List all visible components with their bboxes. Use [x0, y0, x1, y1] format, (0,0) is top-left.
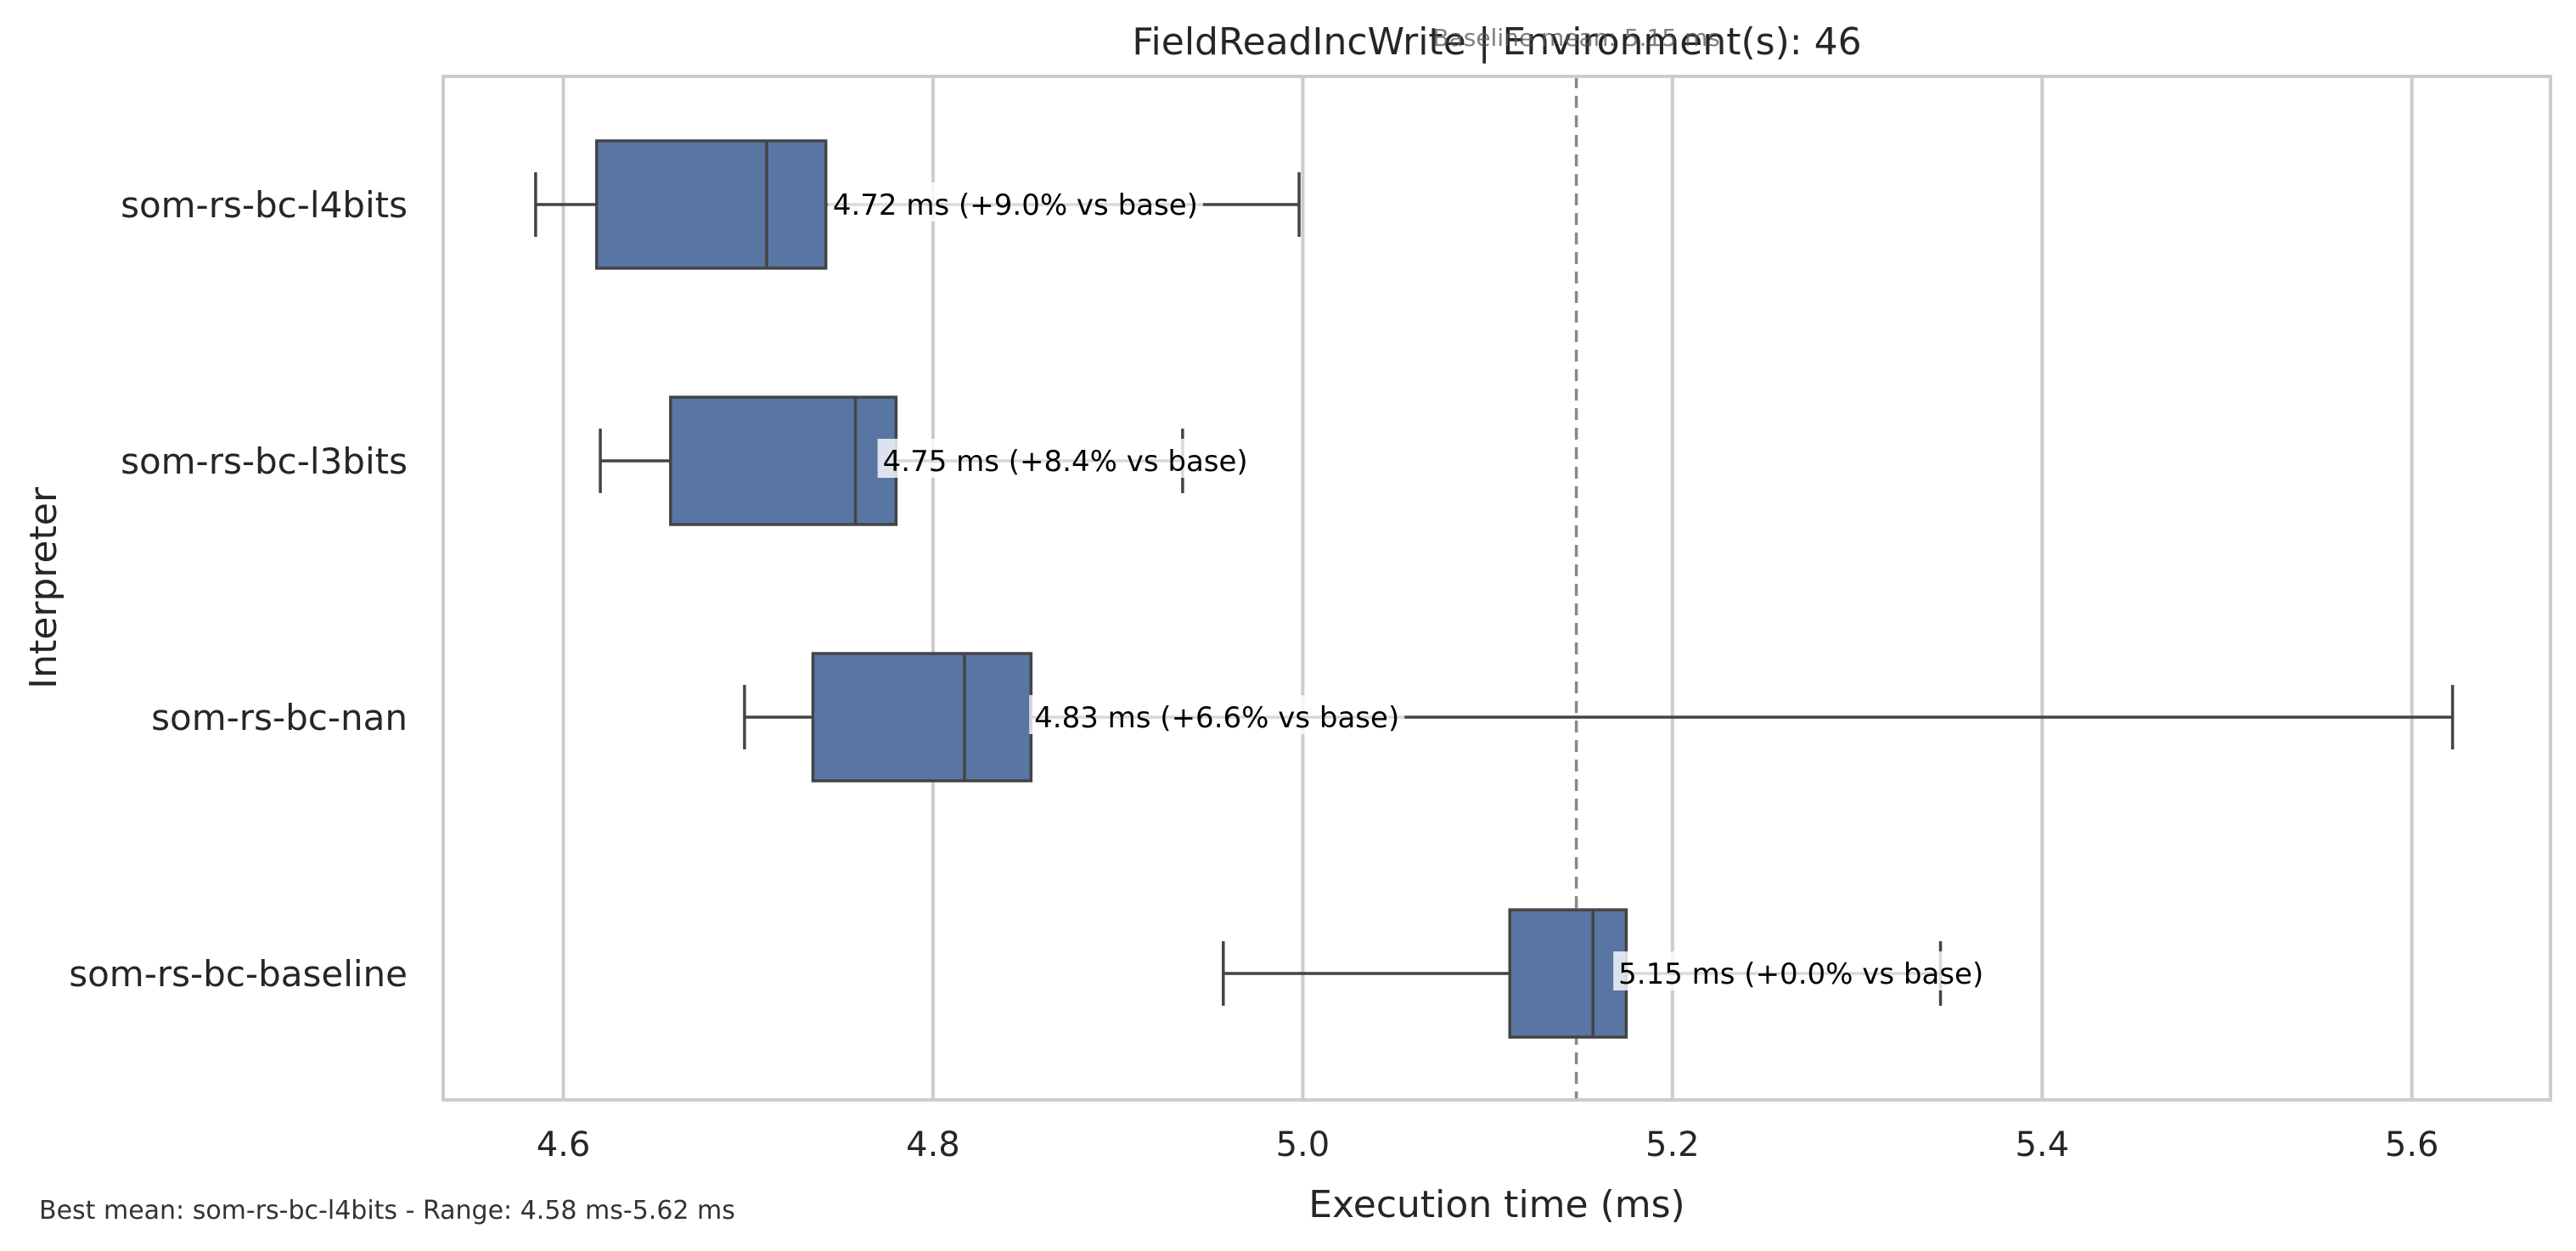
iqr-box — [669, 395, 898, 526]
x-tick-label: 4.6 — [537, 1125, 591, 1164]
value-label-background — [827, 182, 1203, 222]
x-tick-label: 5.4 — [2015, 1125, 2069, 1164]
value-label-background — [877, 439, 1253, 478]
iqr-box — [594, 139, 828, 270]
chart-title: FieldReadIncWrite | Environment(s): 46 — [1132, 20, 1861, 64]
category-label: som-rs-bc-l4bits — [121, 184, 408, 226]
y-category-labels: som-rs-bc-l4bits som-rs-bc-l3bits som-rs-b… — [69, 184, 408, 995]
y-axis-label: Interpreter — [22, 486, 65, 689]
box-layer — [534, 139, 2455, 1039]
x-axis-label: Execution time (ms) — [1308, 1183, 1685, 1226]
value-label: 4.72 ms (+9.0% vs base) — [833, 188, 1198, 222]
value-label: 4.83 ms (+6.6% vs base) — [1034, 701, 1399, 735]
x-tick-labels: 4.6 4.8 5.0 5.2 5.4 5.6 — [537, 1125, 2439, 1164]
box-som-rs-bc-l4bits — [534, 139, 1301, 270]
baseline-mean-label: Baseline mean: 5.15 ms — [1432, 24, 1719, 52]
plot-frame — [442, 75, 2552, 1102]
value-label: 5.15 ms (+0.0% vs base) — [1618, 957, 1983, 991]
iqr-box — [811, 652, 1033, 783]
value-label-background — [1613, 951, 1989, 990]
value-label-background — [1029, 695, 1405, 734]
x-tick-label: 4.8 — [906, 1125, 960, 1164]
x-tick-label: 5.6 — [2385, 1125, 2439, 1164]
box-som-rs-bc-nan — [743, 652, 2455, 783]
data-label-layer: 4.72 ms (+9.0% vs base) 4.75 ms (+8.4% vs… — [827, 182, 1989, 991]
value-label: 4.75 ms (+8.4% vs base) — [883, 445, 1248, 479]
grid-lines — [561, 76, 2414, 1100]
category-label: som-rs-bc-baseline — [69, 953, 408, 995]
x-tick-label: 5.2 — [1645, 1125, 1700, 1164]
category-label: som-rs-bc-nan — [151, 697, 408, 738]
footnote: Best mean: som-rs-bc-l4bits - Range: 4.5… — [39, 1196, 735, 1226]
box-som-rs-bc-baseline — [1222, 908, 1943, 1039]
x-tick-label: 5.0 — [1276, 1125, 1330, 1164]
iqr-box — [1508, 908, 1628, 1039]
category-label: som-rs-bc-l3bits — [121, 440, 408, 482]
